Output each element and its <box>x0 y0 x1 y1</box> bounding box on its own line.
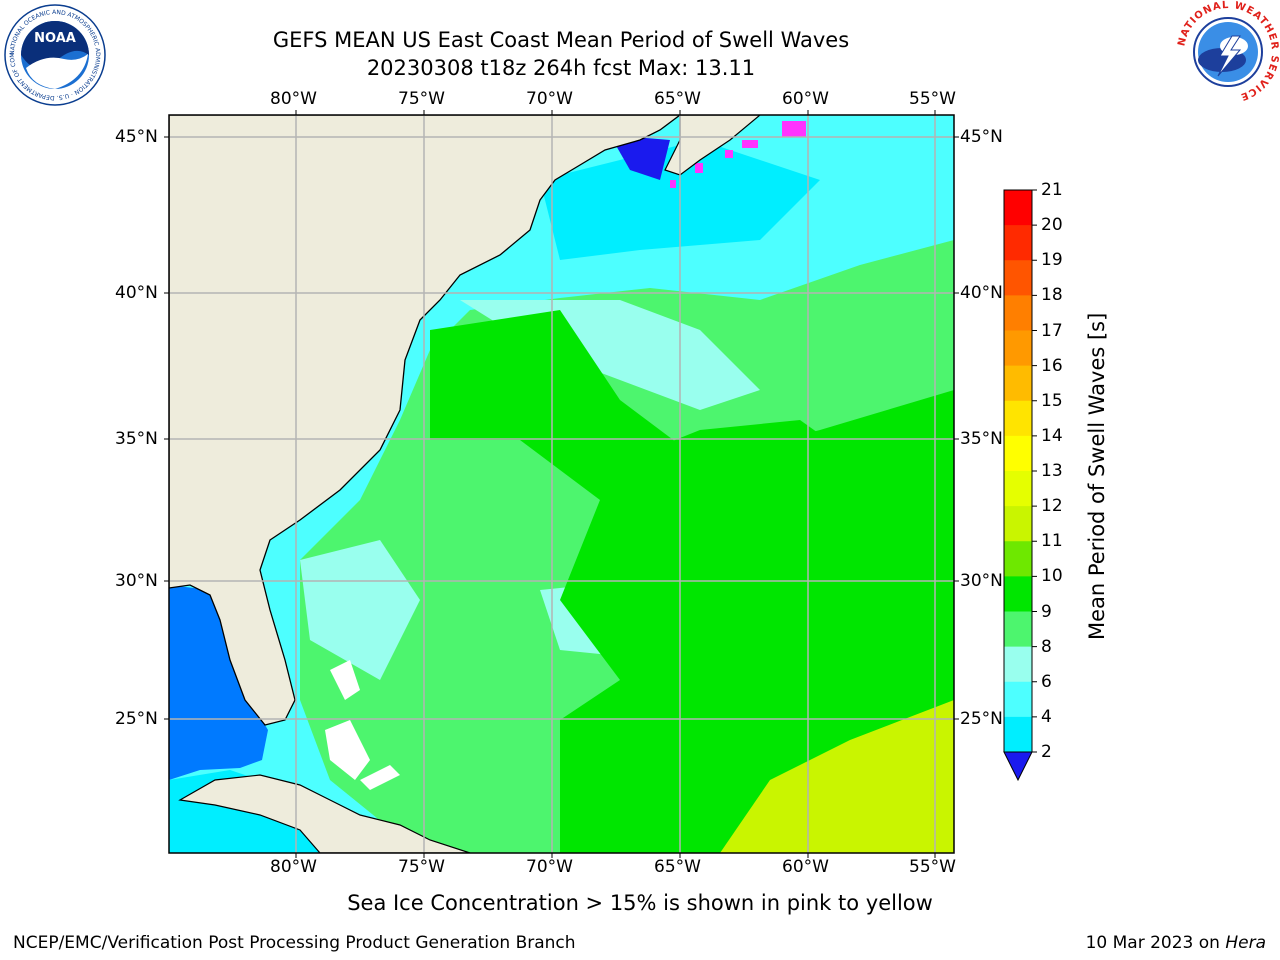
colorbar-tick-label: 17 <box>1041 320 1063 341</box>
map-subtitle: 20230308 t18z 264h fcst Max: 13.11 <box>366 56 756 80</box>
colorbar-tick-label: 19 <box>1041 250 1063 271</box>
colorbar-tick-label: 8 <box>1041 636 1052 657</box>
footer-date-text: 10 Mar 2023 on <box>1085 933 1226 953</box>
lat-label-left-30n: 30°N <box>115 571 158 591</box>
colorbar-tick-label: 13 <box>1041 461 1063 481</box>
lat-label-right-30n: 30°N <box>960 571 1003 591</box>
colorbar-segment <box>1004 260 1032 296</box>
colorbar-segment <box>1004 646 1032 683</box>
lat-label-right-25n: 25°N <box>960 709 1003 729</box>
colorbar-segment <box>1004 716 1032 753</box>
lon-label-top-80w: 80°W <box>270 89 317 109</box>
nws-logo: NATIONAL WEATHER SERVICE <box>1176 0 1279 102</box>
colorbar-tick-label: 20 <box>1041 215 1063 236</box>
colorbar-tick-label: 15 <box>1041 390 1063 411</box>
lon-label-bottom-80w: 80°W <box>270 857 317 877</box>
colorbar-segment <box>1004 365 1032 402</box>
colorbar-segment <box>1004 611 1032 648</box>
lon-label-bottom-70w: 70°W <box>526 857 573 877</box>
colorbar-label: Mean Period of Swell Waves [s] <box>1085 312 1109 640</box>
map-title: GEFS MEAN US East Coast Mean Period of S… <box>272 28 850 52</box>
footer-credit: NCEP/EMC/Verification Post Processing Pr… <box>13 933 576 953</box>
lon-label-top-75w: 75°W <box>398 89 445 109</box>
colorbar-tick-label: 2 <box>1041 742 1052 762</box>
lat-label-left-45n: 45°N <box>115 127 158 147</box>
map-fields <box>169 115 954 853</box>
lon-label-top-60w: 60°W <box>782 89 829 109</box>
colorbar-tick-label: 11 <box>1041 531 1063 552</box>
colorbar-segment <box>1004 681 1032 718</box>
footer-host: Hera <box>1225 933 1266 953</box>
noaa-logo: NATIONAL OCEANIC AND ATMOSPHERIC ADMINIS… <box>4 4 106 106</box>
lat-label-right-35n: 35°N <box>960 429 1003 449</box>
sea-ice-note: Sea Ice Concentration > 15% is shown in … <box>347 891 933 915</box>
colorbar-segment <box>1004 295 1032 331</box>
lon-label-bottom-75w: 75°W <box>398 857 445 877</box>
colorbar-extend-arrow <box>1003 751 1033 782</box>
colorbar-segment <box>1004 506 1032 542</box>
lat-label-left-25n: 25°N <box>115 709 158 729</box>
colorbar-tick-label: 9 <box>1041 601 1052 622</box>
footer-date: 10 Mar 2023 on Hera <box>1086 933 1266 953</box>
colorbar-segment <box>1004 330 1032 367</box>
colorbar-segment <box>1004 471 1032 507</box>
colorbar-segment <box>1004 541 1032 577</box>
colorbar-tick-label: 4 <box>1041 706 1052 727</box>
colorbar-segment <box>1004 435 1032 472</box>
lon-label-top-65w: 65°W <box>654 89 701 109</box>
lat-label-right-40n: 40°N <box>960 283 1003 303</box>
lat-label-right-45n: 45°N <box>960 127 1003 147</box>
colorbar <box>1003 189 1037 782</box>
colorbar-segment <box>1004 190 1032 226</box>
colorbar-tick-label: 16 <box>1041 355 1063 376</box>
lon-label-bottom-55w: 55°W <box>909 857 956 877</box>
lon-label-top-55w: 55°W <box>909 89 956 109</box>
colorbar-segment <box>1004 225 1032 261</box>
colorbar-tick-label: 18 <box>1041 285 1063 306</box>
colorbar-tick-label: 6 <box>1041 671 1052 692</box>
colorbar-segment <box>1004 400 1032 437</box>
noaa-text: NOAA <box>34 31 76 46</box>
colorbar-tick-label: 12 <box>1041 496 1063 517</box>
colorbar-segment <box>1004 576 1032 612</box>
lat-label-left-35n: 35°N <box>115 429 158 449</box>
lon-label-top-70w: 70°W <box>526 89 573 109</box>
colorbar-tick-label: 10 <box>1041 566 1063 587</box>
colorbar-tick-label: 14 <box>1041 425 1063 446</box>
colorbar-tick-label: 21 <box>1041 180 1063 200</box>
graticule <box>169 115 954 853</box>
lat-label-left-40n: 40°N <box>115 283 158 303</box>
map-frame <box>168 114 955 854</box>
lon-label-bottom-65w: 65°W <box>654 857 701 877</box>
lon-label-bottom-60w: 60°W <box>782 857 829 877</box>
